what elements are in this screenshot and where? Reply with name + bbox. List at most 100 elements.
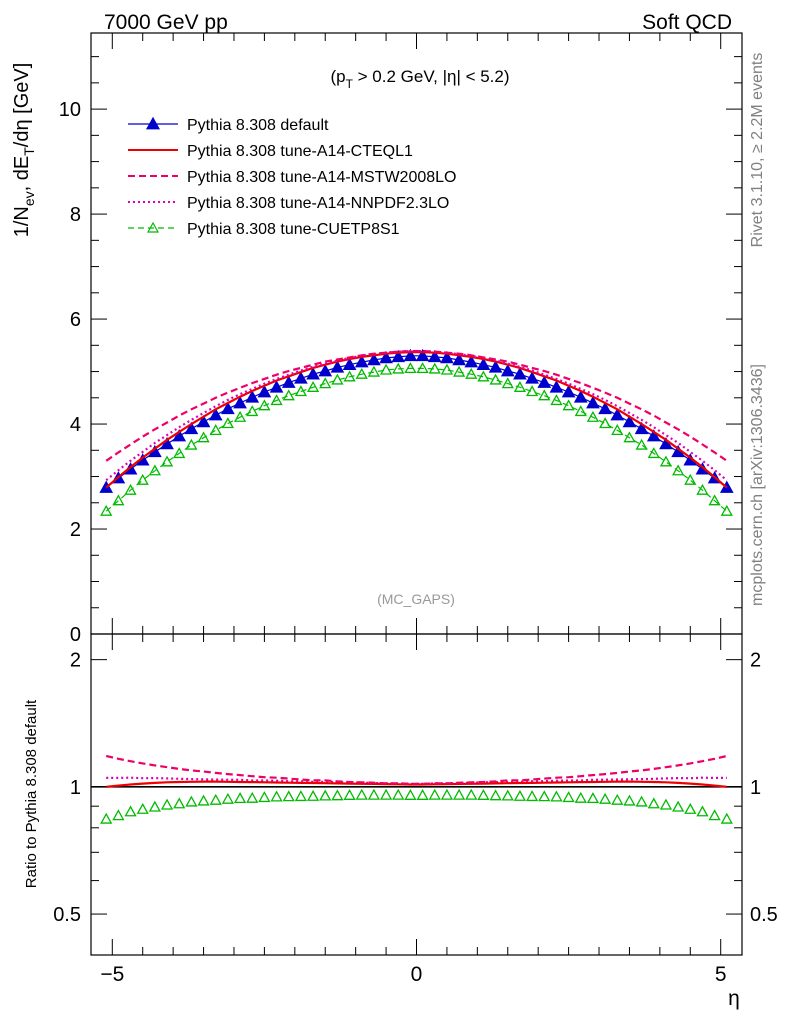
legend: Pythia 8.308 default Pythia 8.308 tune-A1… — [128, 116, 456, 238]
main-point-4-8 — [197, 431, 210, 443]
main-point-0-23 — [379, 350, 393, 364]
legend-label-2: Pythia 8.308 tune-A14-MSTW2008LO — [187, 169, 456, 186]
ratio-point-4-35 — [525, 790, 539, 802]
main-point-0-7 — [184, 421, 199, 435]
legend-label-4: Pythia 8.308 tune-CUETP8S1 — [187, 221, 400, 238]
main-point-0-32 — [488, 360, 503, 373]
main-point-4-16 — [294, 385, 308, 397]
main-point-4-38 — [562, 399, 575, 411]
main-point-4-21 — [355, 367, 368, 379]
main-series-line-2 — [105, 350, 728, 462]
legend-swatch-marker-0 — [145, 116, 161, 130]
legend-label-0: Pythia 8.308 default — [187, 117, 329, 134]
main-point-4-15 — [282, 389, 295, 401]
main-point-4-13 — [258, 399, 271, 411]
ratio-point-4-6 — [173, 797, 186, 809]
main-point-0-13 — [257, 384, 272, 398]
ratio-point-4-33 — [501, 789, 514, 801]
main-point-0-16 — [294, 371, 308, 384]
main-point-4-30 — [465, 367, 478, 379]
main-point-4-40 — [586, 410, 600, 422]
main-point-4-12 — [246, 405, 259, 417]
main-point-0-14 — [269, 380, 284, 393]
main-axis-ticks — [91, 33, 742, 635]
ratio-point-4-28 — [440, 788, 454, 800]
main-point-4-51 — [720, 504, 733, 516]
ratio-point-4-21 — [355, 788, 368, 800]
main-point-4-49 — [696, 483, 709, 495]
main-point-0-19 — [330, 360, 345, 373]
main-point-0-34 — [513, 367, 527, 380]
main-point-0-29 — [452, 352, 466, 366]
ratio-point-4-14 — [270, 790, 283, 802]
main-point-4-9 — [209, 424, 222, 435]
main-point-4-37 — [550, 394, 563, 406]
main-point-4-6 — [173, 447, 186, 459]
ratio-point-4-38 — [562, 791, 575, 803]
legend-entry-3: Pythia 8.308 tune-A14-NNPDF2.3LO — [128, 195, 449, 212]
main-point-4-39 — [574, 405, 587, 417]
legend-entry-0: Pythia 8.308 default — [128, 116, 329, 134]
main-point-4-19 — [331, 373, 344, 385]
main-point-4-18 — [319, 377, 332, 389]
main-point-0-37 — [549, 380, 564, 393]
ratio-point-4-44 — [635, 795, 648, 807]
ratio-point-4-8 — [197, 794, 210, 806]
ratio-point-4-25 — [404, 788, 417, 800]
main-point-0-38 — [561, 384, 576, 398]
main-point-4-11 — [233, 410, 247, 422]
ratio-y-tick-label-left: 1 — [70, 777, 81, 799]
main-y-tick-label: 0 — [70, 624, 81, 646]
legend-entry-1: Pythia 8.308 tune-A14-CTEQL1 — [128, 143, 413, 160]
x-tick-label: 5 — [715, 963, 727, 986]
ratio-point-4-46 — [659, 798, 673, 810]
main-point-0-22 — [367, 352, 381, 366]
main-point-0-45 — [646, 429, 661, 442]
header-right: Soft QCD — [642, 11, 732, 34]
ratio-point-4-10 — [221, 792, 234, 804]
main-y-tick-label: 8 — [70, 204, 81, 226]
main-y-tick-label: 4 — [70, 414, 81, 436]
main-point-0-5 — [160, 436, 174, 450]
cut-annotation: (pT > 0.2 GeV, |η| < 5.2) — [330, 67, 509, 91]
ratio-point-4-23 — [379, 788, 393, 800]
main-point-0-15 — [281, 375, 296, 388]
ratio-point-4-40 — [586, 792, 600, 804]
main-point-0-30 — [464, 355, 479, 368]
main-point-0-46 — [659, 436, 673, 450]
header-left: 7000 GeV pp — [104, 11, 228, 34]
main-series-line-1 — [105, 351, 728, 489]
ratio-point-4-49 — [696, 805, 709, 817]
main-point-0-44 — [634, 421, 649, 435]
main-point-0-6 — [172, 429, 187, 442]
main-series-layer — [99, 348, 734, 516]
ratio-series-4 — [100, 788, 733, 824]
main-point-4-27 — [428, 362, 441, 374]
main-point-4-44 — [635, 438, 648, 450]
ratio-y-axis-label: Ratio to Pythia 8.308 default — [23, 699, 40, 888]
ratio-point-4-2 — [124, 805, 137, 817]
ratio-point-4-16 — [294, 790, 308, 802]
main-point-0-25 — [403, 348, 418, 362]
main-point-4-26 — [416, 362, 429, 374]
main-point-0-42 — [610, 408, 625, 421]
x-axis-label: η — [728, 987, 740, 1010]
main-point-4-24 — [392, 362, 405, 374]
main-point-0-10 — [221, 401, 235, 415]
legend-label-3: Pythia 8.308 tune-A14-NNPDF2.3LO — [187, 195, 449, 212]
main-series-line-3 — [105, 350, 728, 482]
main-point-0-31 — [476, 357, 491, 371]
main-point-4-25 — [404, 362, 417, 374]
main-point-0-27 — [427, 349, 442, 363]
ratio-y-tick-label-right: 2 — [750, 650, 761, 672]
x-tick-labels: −5 0 5 — [100, 963, 726, 986]
main-point-0-17 — [306, 367, 320, 380]
main-point-4-28 — [440, 363, 454, 375]
main-point-4-43 — [623, 431, 636, 443]
main-point-0-9 — [208, 408, 223, 421]
main-point-0-26 — [415, 348, 430, 362]
main-point-4-0 — [100, 504, 113, 516]
rivet-annotation: Rivet 3.1.10, ≥ 2.2M events — [749, 53, 766, 248]
ratio-point-4-26 — [416, 788, 429, 800]
